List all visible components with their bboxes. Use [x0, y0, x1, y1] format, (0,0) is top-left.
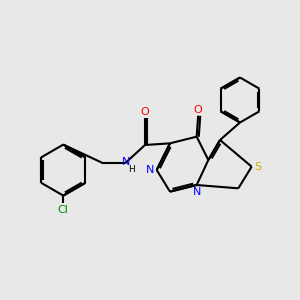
Text: N: N	[122, 157, 130, 167]
Text: Cl: Cl	[58, 205, 69, 214]
Text: S: S	[255, 162, 262, 172]
Text: H: H	[128, 165, 135, 174]
Text: N: N	[193, 187, 201, 196]
Text: O: O	[194, 105, 203, 115]
Text: N: N	[146, 165, 154, 175]
Text: O: O	[141, 107, 149, 117]
